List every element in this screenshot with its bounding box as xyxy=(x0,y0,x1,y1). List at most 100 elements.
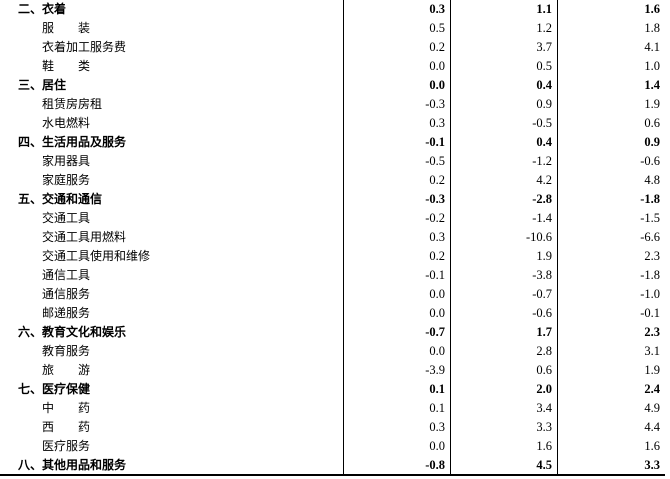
row-label: 八、其他用品和服务 xyxy=(18,458,127,472)
value-cell: -2.8 xyxy=(532,192,552,206)
value-cell: -0.2 xyxy=(425,211,445,225)
row-label: 三、居住 xyxy=(18,78,67,92)
item-row: 家庭服务 0.2 4.2 4.8 xyxy=(0,171,665,190)
row-label: 水电燃料 xyxy=(42,116,91,130)
value-cell: 4.9 xyxy=(644,401,660,415)
column-rule xyxy=(343,0,344,475)
category-row: 四、生活用品及服务 -0.1 0.4 0.9 xyxy=(0,133,665,152)
column-rule xyxy=(450,0,451,475)
value-cell: 0.0 xyxy=(429,287,445,301)
value-cell: 2.4 xyxy=(644,382,660,396)
value-cell: -0.8 xyxy=(425,458,445,472)
value-cell: -1.4 xyxy=(532,211,552,225)
item-row: 租赁房房租 -0.3 0.9 1.9 xyxy=(0,95,665,114)
row-label: 租赁房房租 xyxy=(42,97,103,111)
value-cell: 1.0 xyxy=(644,59,660,73)
value-cell: -1.2 xyxy=(532,154,552,168)
item-row: 西 药 0.3 3.3 4.4 xyxy=(0,418,665,437)
value-cell: -0.5 xyxy=(532,116,552,130)
value-cell: 3.1 xyxy=(644,344,660,358)
item-row: 通信工具 -0.1 -3.8 -1.8 xyxy=(0,266,665,285)
value-cell: 1.9 xyxy=(644,363,660,377)
value-cell: -1.0 xyxy=(640,287,660,301)
value-cell: -0.6 xyxy=(640,154,660,168)
value-cell: -0.1 xyxy=(425,135,445,149)
value-cell: -3.9 xyxy=(425,363,445,377)
column-rule xyxy=(557,0,558,475)
value-cell: 0.9 xyxy=(536,97,552,111)
value-cell: 0.0 xyxy=(429,306,445,320)
value-cell: -0.5 xyxy=(425,154,445,168)
value-cell: -0.7 xyxy=(532,287,552,301)
value-cell: 3.4 xyxy=(536,401,552,415)
category-row: 七、医疗保健 0.1 2.0 2.4 xyxy=(0,380,665,399)
category-row: 八、其他用品和服务 -0.8 4.5 3.3 xyxy=(0,456,665,475)
row-label: 六、教育文化和娱乐 xyxy=(18,325,127,339)
row-label: 旅 游 xyxy=(42,363,91,377)
value-cell: -1.5 xyxy=(640,211,660,225)
value-cell: 4.8 xyxy=(644,173,660,187)
value-cell: 1.1 xyxy=(536,2,552,16)
value-cell: 4.1 xyxy=(644,40,660,54)
value-cell: -0.1 xyxy=(425,268,445,282)
row-label: 四、生活用品及服务 xyxy=(18,135,127,149)
item-row: 鞋 类 0.0 0.5 1.0 xyxy=(0,57,665,76)
row-label: 医疗服务 xyxy=(42,439,91,453)
value-cell: 4.5 xyxy=(536,458,552,472)
value-cell: 3.3 xyxy=(644,458,660,472)
item-row: 家用器具 -0.5 -1.2 -0.6 xyxy=(0,152,665,171)
value-cell: 1.8 xyxy=(644,21,660,35)
item-row: 服 装 0.5 1.2 1.8 xyxy=(0,19,665,38)
row-label: 西 药 xyxy=(42,420,91,434)
value-cell: -0.1 xyxy=(640,306,660,320)
row-label: 交通工具用燃料 xyxy=(42,230,127,244)
row-label: 鞋 类 xyxy=(42,59,91,73)
value-cell: 0.1 xyxy=(429,382,445,396)
value-cell: 3.3 xyxy=(536,420,552,434)
row-label: 家用器具 xyxy=(42,154,91,168)
item-row: 通信服务 0.0 -0.7 -1.0 xyxy=(0,285,665,304)
item-row: 交通工具使用和维修 0.2 1.9 2.3 xyxy=(0,247,665,266)
row-label: 二、衣着 xyxy=(18,2,67,16)
value-cell: 0.3 xyxy=(429,2,445,16)
row-label: 通信工具 xyxy=(42,268,91,282)
value-cell: 0.2 xyxy=(429,249,445,263)
bottom-rule xyxy=(0,474,665,476)
category-row: 三、居住 0.0 0.4 1.4 xyxy=(0,76,665,95)
value-cell: 2.8 xyxy=(536,344,552,358)
value-cell: 1.6 xyxy=(536,439,552,453)
value-cell: 0.3 xyxy=(429,116,445,130)
value-cell: 0.2 xyxy=(429,40,445,54)
row-label: 邮递服务 xyxy=(42,306,91,320)
value-cell: 2.3 xyxy=(644,325,660,339)
item-row: 交通工具用燃料 0.3 -10.6 -6.6 xyxy=(0,228,665,247)
value-cell: 0.0 xyxy=(429,78,445,92)
value-cell: 0.0 xyxy=(429,439,445,453)
value-cell: 2.3 xyxy=(644,249,660,263)
value-cell: 0.4 xyxy=(536,78,552,92)
value-cell: -10.6 xyxy=(525,230,552,244)
item-row: 教育服务 0.0 2.8 3.1 xyxy=(0,342,665,361)
category-row: 六、教育文化和娱乐 -0.7 1.7 2.3 xyxy=(0,323,665,342)
value-cell: -3.8 xyxy=(532,268,552,282)
value-cell: 0.9 xyxy=(644,135,660,149)
row-label: 交通工具使用和维修 xyxy=(42,249,151,263)
item-row: 水电燃料 0.3 -0.5 0.6 xyxy=(0,114,665,133)
value-cell: 0.6 xyxy=(536,363,552,377)
value-cell: 0.0 xyxy=(429,59,445,73)
value-cell: -0.3 xyxy=(425,192,445,206)
value-cell: 3.7 xyxy=(536,40,552,54)
value-cell: 1.2 xyxy=(536,21,552,35)
item-row: 衣着加工服务费 0.2 3.7 4.1 xyxy=(0,38,665,57)
value-cell: 0.4 xyxy=(536,135,552,149)
value-cell: 0.5 xyxy=(429,21,445,35)
value-cell: 1.6 xyxy=(644,439,660,453)
value-cell: 0.6 xyxy=(644,116,660,130)
value-cell: 2.0 xyxy=(536,382,552,396)
value-cell: 1.9 xyxy=(644,97,660,111)
item-row: 中 药 0.1 3.4 4.9 xyxy=(0,399,665,418)
item-row: 医疗服务 0.0 1.6 1.6 xyxy=(0,437,665,456)
value-cell: 0.0 xyxy=(429,344,445,358)
value-cell: 1.7 xyxy=(536,325,552,339)
